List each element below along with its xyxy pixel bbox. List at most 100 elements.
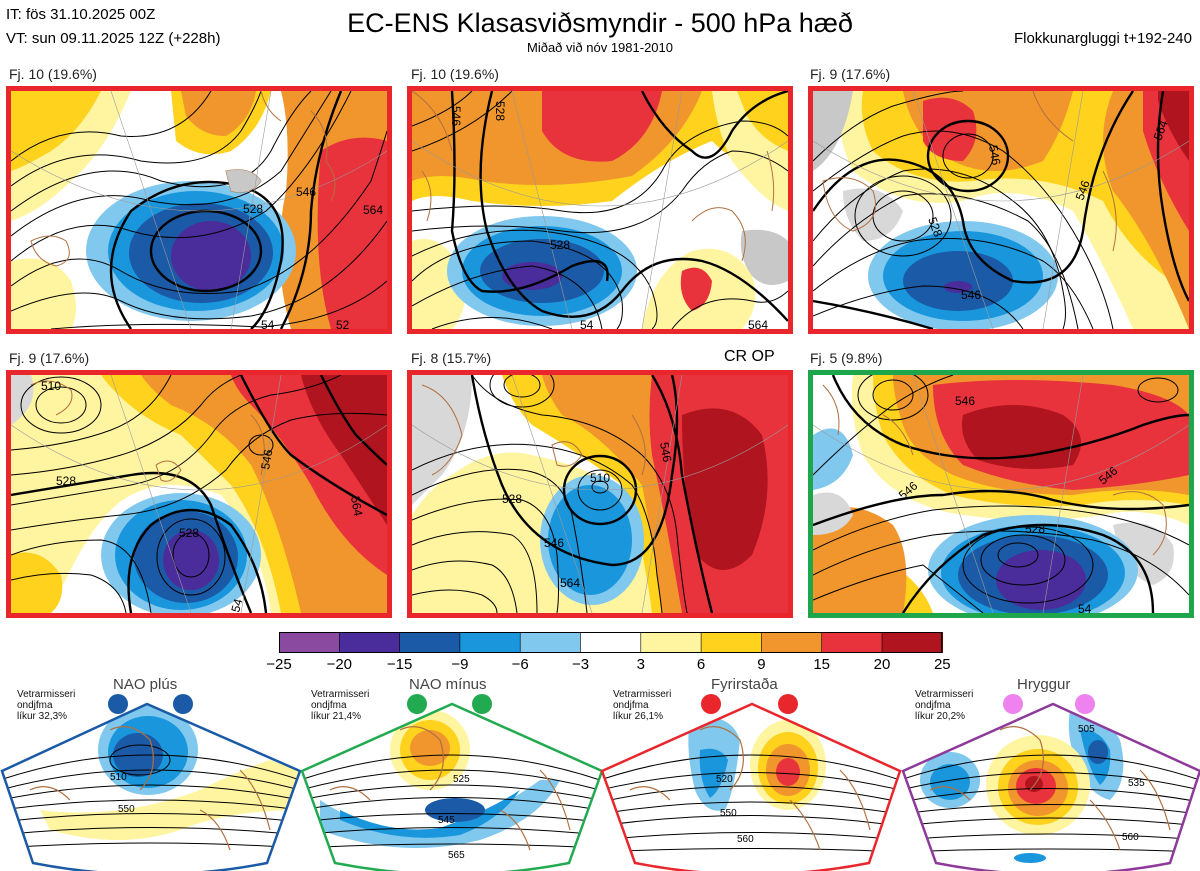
contour-label: 52 xyxy=(336,318,350,329)
regime-dot xyxy=(1003,694,1023,714)
regime-note-blocking: Vetrarmisseri ondjfma líkur 26,1% xyxy=(613,689,671,722)
note-line: ondjfma xyxy=(311,700,347,711)
note-line: líkur 21,4% xyxy=(311,711,362,722)
note-line: ondjfma xyxy=(613,700,649,711)
contour-label: 528 xyxy=(502,492,522,506)
cluster-label-2: Fj. 10 (19.6%) xyxy=(411,66,499,82)
colorbar-swatch xyxy=(700,632,763,653)
page-title: EC-ENS Klasasviðsmyndir - 500 hPa hæð xyxy=(347,8,853,38)
colorbar-swatch xyxy=(761,632,823,653)
contour-label: 564 xyxy=(560,576,580,590)
colorbar-swatch xyxy=(519,632,582,653)
regime-note-ridge: Vetrarmisseri ondjfma líkur 20,2% xyxy=(915,689,973,722)
contour-label: 550 xyxy=(720,808,737,819)
contour-label: 520 xyxy=(716,774,733,785)
colorbar-swatch xyxy=(399,632,461,653)
contour-label: 535 xyxy=(1128,778,1145,789)
contour-label: 546 xyxy=(961,288,981,302)
contour-label: 564 xyxy=(748,318,768,329)
valid-time: VT: sun 09.11.2025 12Z (+228h) xyxy=(6,30,221,47)
note-line: Vetrarmisseri xyxy=(915,689,974,700)
regime-title-ridge: Hryggur xyxy=(1017,676,1071,693)
cluster-map-3: 528 546 546 564 546 xyxy=(808,86,1194,334)
colorbar-tick-label: −9 xyxy=(451,656,469,673)
cluster-map-5: 510 528 546 564 546 xyxy=(407,370,793,618)
contour-label: 565 xyxy=(448,850,465,861)
cluster-label-6: Fj. 5 (9.8%) xyxy=(810,350,883,366)
cluster-map-6: 528 546 546 546 54 xyxy=(808,370,1194,618)
regime-dot xyxy=(108,694,128,714)
contour-label: 510 xyxy=(110,772,127,783)
colorbar-swatch xyxy=(580,632,642,653)
colorbar-swatch xyxy=(640,632,702,653)
contour-label: 505 xyxy=(1078,724,1095,735)
contour-label: 546 xyxy=(955,394,975,408)
contour-label: 528 xyxy=(56,474,76,488)
contour-label: 564 xyxy=(348,495,365,517)
note-line: Vetrarmisseri xyxy=(311,689,370,700)
colorbar-swatch xyxy=(338,632,401,653)
contour-label: 546 xyxy=(1073,178,1093,202)
regime-dot xyxy=(1075,694,1095,714)
contour-label: 546 xyxy=(657,441,674,463)
classification-window: Flokkunargluggi t+192-240 xyxy=(1013,30,1192,47)
colorbar-swatch xyxy=(821,632,883,653)
colorbar-tick-label: 3 xyxy=(636,656,645,673)
contour-label: 546 xyxy=(544,536,564,550)
contour-label: 54 xyxy=(228,597,245,613)
contour-label: 528 xyxy=(1025,522,1045,536)
cluster-map-4: 528 546 564 510 54 528 xyxy=(6,370,392,618)
regime-note-nao-minus: Vetrarmisseri ondjfma líkur 21,4% xyxy=(311,689,369,722)
regime-dot xyxy=(778,694,798,714)
regime-note-nao-plus: Vetrarmisseri ondjfma líkur 32,3% xyxy=(17,689,75,722)
colorbar-swatch xyxy=(459,632,521,653)
colorbar-tick-label: −25 xyxy=(266,656,292,673)
contour-label: 54 xyxy=(261,318,275,329)
colorbar-tick-label: −6 xyxy=(511,656,529,673)
colorbar-tick-label: 25 xyxy=(933,656,951,673)
colorbar xyxy=(279,632,943,653)
contour-label: 528 xyxy=(179,526,199,540)
note-line: Vetrarmisseri xyxy=(17,689,76,700)
regime-title-blocking: Fyrirstaða xyxy=(711,676,778,693)
contour-label: 550 xyxy=(118,804,135,815)
contour-label: 564 xyxy=(363,203,383,217)
contour-label: 560 xyxy=(1122,832,1139,843)
colorbar-tick-label: −20 xyxy=(326,656,353,673)
contour-label: 510 xyxy=(590,471,610,485)
colorbar-swatch xyxy=(881,632,943,653)
contour-label: 545 xyxy=(438,815,455,826)
regime-dot xyxy=(407,694,427,714)
page-subtitle: Miðað við nóv 1981-2010 xyxy=(527,40,673,55)
cluster-label-3: Fj. 9 (17.6%) xyxy=(810,66,891,82)
regime-dot xyxy=(173,694,193,714)
colorbar-tick-label: −15 xyxy=(386,656,413,673)
contour-label: 560 xyxy=(737,834,754,845)
regime-maps: 510 550 525 545 565 xyxy=(0,702,1200,871)
note-line: ondjfma xyxy=(915,700,951,711)
colorbar-tick-label: 6 xyxy=(696,656,706,673)
contour-label: 528 xyxy=(925,215,945,239)
contour-label: 54 xyxy=(580,318,594,329)
colorbar-tick-label: −3 xyxy=(571,656,590,673)
regime-title-nao-plus: NAO plús xyxy=(113,676,178,693)
colorbar-swatch xyxy=(279,632,341,653)
contour-label: 510 xyxy=(41,379,61,393)
cluster-label-1: Fj. 10 (19.6%) xyxy=(9,66,97,82)
contour-label: 54 xyxy=(1078,602,1092,613)
contour-label: 546 xyxy=(258,448,275,470)
initial-time: IT: fös 31.10.2025 00Z xyxy=(6,6,156,23)
contour-label: 528 xyxy=(243,202,263,216)
note-line: líkur 26,1% xyxy=(613,711,664,722)
colorbar-tick-label: 9 xyxy=(757,656,766,673)
note-line: líkur 32,3% xyxy=(17,711,68,722)
contour-label: 546 xyxy=(449,106,463,126)
cluster-map-1: 528 546 564 54 52 xyxy=(6,86,392,334)
colorbar-tick-label: 15 xyxy=(813,656,831,673)
cluster-label-4: Fj. 9 (17.6%) xyxy=(9,350,90,366)
cluster-label-5: Fj. 8 (15.7%) xyxy=(411,350,492,366)
colorbar-tick-label: 20 xyxy=(873,656,891,673)
regime-title-nao-minus: NAO mínus xyxy=(409,676,487,693)
cluster-map-2: 528 546 564 54 528 xyxy=(407,86,793,334)
note-line: líkur 20,2% xyxy=(915,711,966,722)
